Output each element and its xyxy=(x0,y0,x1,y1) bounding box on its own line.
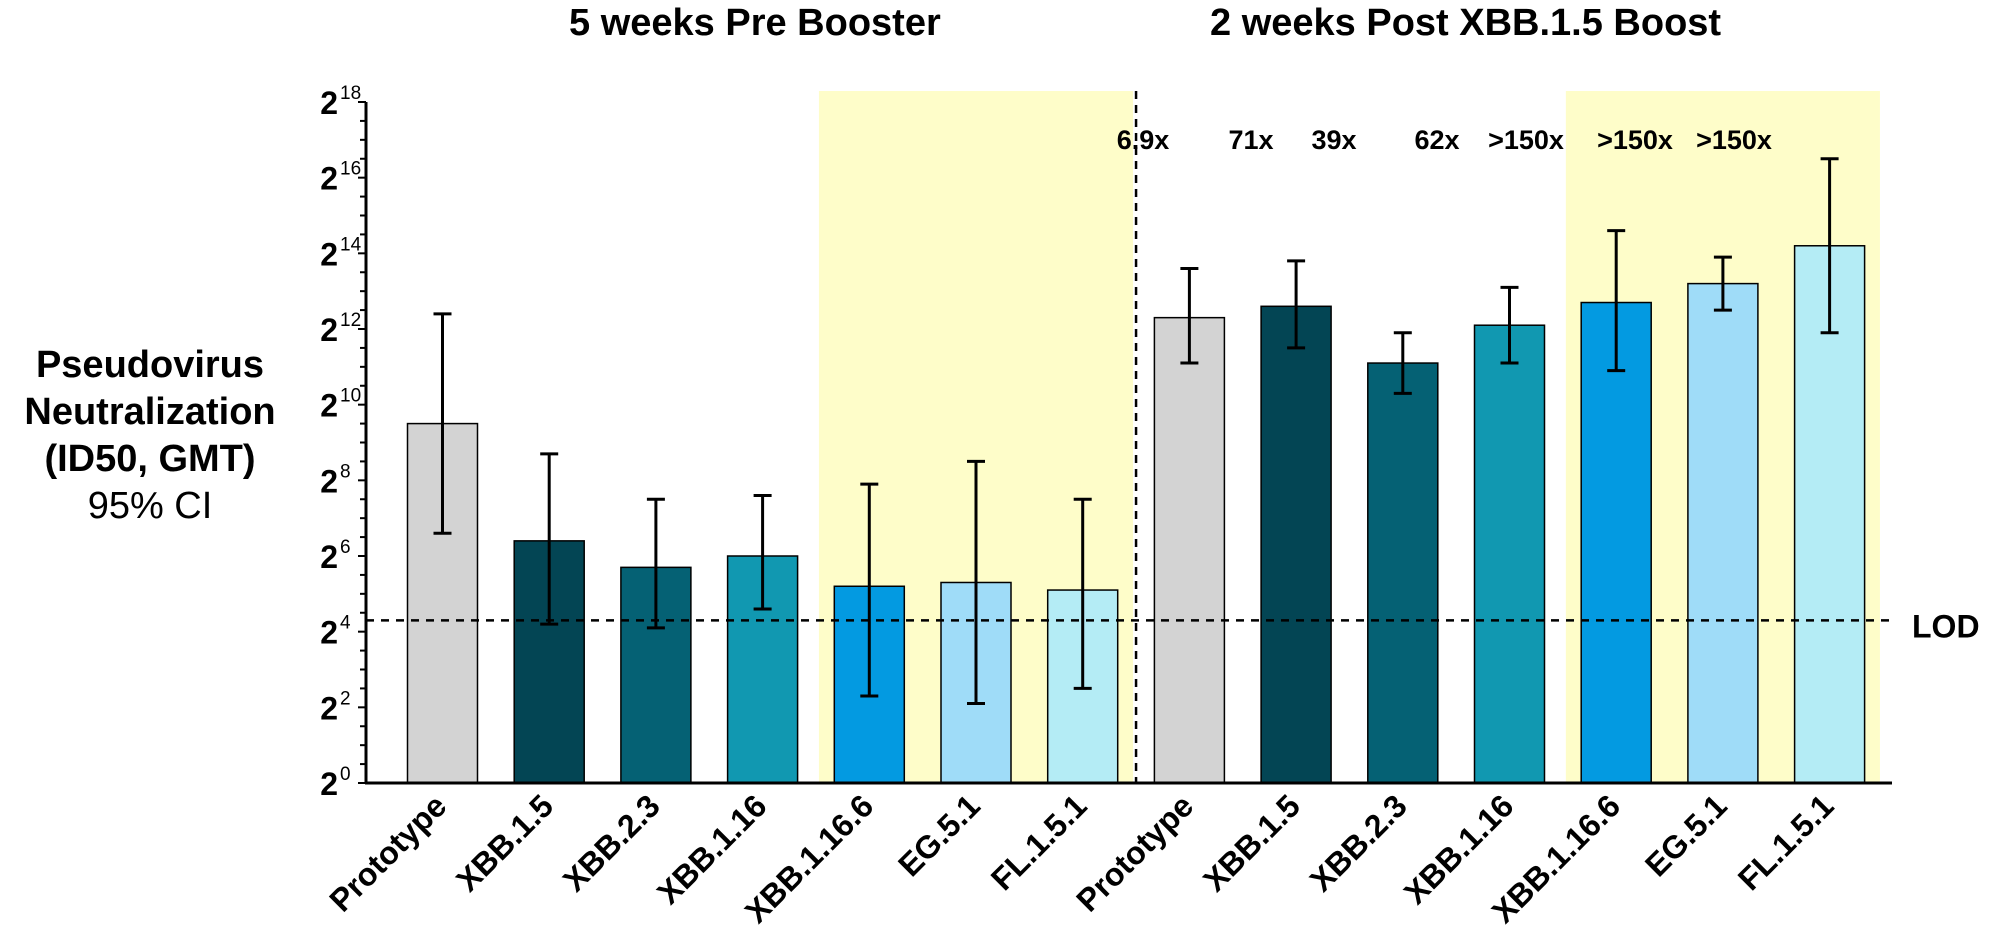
y-tick-exponent: 6 xyxy=(340,537,351,558)
x-tick-label: FL.1.5.1 xyxy=(1731,787,1841,897)
fold-change-label: 39x xyxy=(1311,125,1356,155)
bar xyxy=(1261,306,1331,783)
lod-label: LOD xyxy=(1912,608,1980,644)
x-tick-label: XBB.1.5 xyxy=(1196,787,1307,898)
x-tick-label: Prototype xyxy=(1069,787,1200,918)
bar xyxy=(1581,303,1651,783)
y-tick-exponent: 18 xyxy=(340,83,361,104)
x-tick-label: XBB.2.3 xyxy=(1303,787,1414,898)
y-tick-label: 2 xyxy=(320,161,338,197)
fold-change-label: 6.9x xyxy=(1117,125,1170,155)
x-tick-label: XBB.1.5 xyxy=(449,787,560,898)
fold-change-label: 62x xyxy=(1414,125,1459,155)
fold-change-label: >150x xyxy=(1597,125,1673,155)
x-tick-label: FL.1.5.1 xyxy=(984,787,1094,897)
y-tick-label: 2 xyxy=(320,236,338,272)
y-tick-label: 2 xyxy=(320,85,338,121)
y-tick-exponent: 8 xyxy=(340,461,351,482)
x-tick-label: EG.5.1 xyxy=(1638,787,1734,883)
bar xyxy=(1368,363,1438,783)
y-tick-exponent: 2 xyxy=(340,688,351,709)
y-tick-exponent: 0 xyxy=(340,764,351,785)
y-tick-label: 2 xyxy=(320,690,338,726)
y-tick-exponent: 10 xyxy=(340,386,361,407)
y-tick-exponent: 16 xyxy=(340,159,361,180)
bar xyxy=(1154,318,1224,783)
fold-change-label: >150x xyxy=(1488,125,1564,155)
y-tick-label: 2 xyxy=(320,766,338,802)
bar xyxy=(1475,325,1545,783)
y-tick-label: 2 xyxy=(320,312,338,348)
y-tick-label: 2 xyxy=(320,388,338,424)
fold-change-label: >150x xyxy=(1696,125,1772,155)
x-tick-label: Prototype xyxy=(322,787,453,918)
bar xyxy=(1688,284,1758,783)
y-tick-exponent: 4 xyxy=(340,613,351,634)
x-tick-label: XBB.2.3 xyxy=(556,787,667,898)
y-tick-label: 2 xyxy=(320,615,338,651)
y-tick-label: 2 xyxy=(320,539,338,575)
y-tick-label: 2 xyxy=(320,463,338,499)
fold-change-label: 71x xyxy=(1228,125,1273,155)
y-tick-exponent: 14 xyxy=(340,234,362,255)
x-tick-label: EG.5.1 xyxy=(891,787,987,883)
y-tick-exponent: 12 xyxy=(340,310,361,331)
